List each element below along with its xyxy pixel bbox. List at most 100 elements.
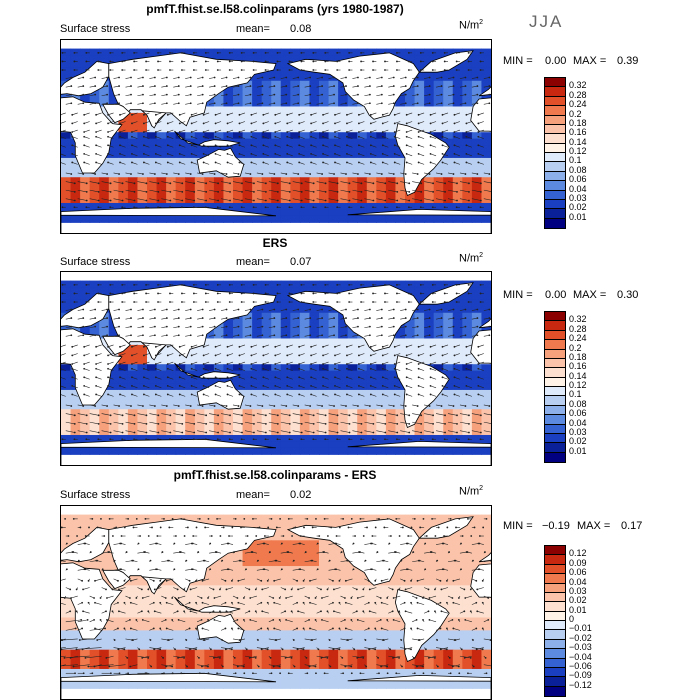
map-canvas: [61, 48, 491, 233]
colorbar-tick-label: −0.02: [569, 632, 592, 643]
colorbar-tick-label: 0.14: [569, 136, 587, 147]
mean-label: mean=: [236, 256, 270, 268]
colorbar-tick-label: 0.03: [569, 585, 587, 596]
panel-title: pmfT.fhist.se.l58.colinparams (yrs 1980-…: [146, 2, 404, 16]
colorbar-ticks: 0.32 0.28 0.24 0.2 0.18 0.16 0.14 0.12 0.1 0.08 0.…: [569, 311, 609, 461]
colorbar-tick-label: −0.01: [569, 623, 592, 634]
colorbar: [544, 545, 566, 697]
max-value: 0.39: [617, 55, 639, 67]
land-mask: [61, 282, 491, 465]
colorbar-ticks: 0.12 0.09 0.06 0.04 0.03 0.02 0.01 0 −0.01 −0.02−…: [569, 545, 609, 695]
colorbar-tick-label: 0.12: [569, 146, 587, 156]
colorbar-segment: [545, 134, 565, 144]
colorbar-segment: [545, 424, 565, 434]
units-label: N/m2: [459, 252, 484, 265]
colorbar-tick-label: 0.04: [569, 576, 587, 587]
mean-value: 0.07: [290, 256, 312, 268]
colorbar-segment: [545, 658, 565, 668]
stress-vectors: [61, 51, 491, 209]
colorbar-segment: [545, 106, 565, 116]
global-map: [60, 39, 492, 234]
colorbar-segment: [545, 190, 565, 200]
colorbar: [544, 77, 566, 229]
colorbar-segment: [545, 143, 565, 153]
colorbar-segment: [545, 96, 565, 107]
colorbar-segment: [545, 162, 565, 172]
colorbar-segment: [545, 209, 565, 219]
colorbar-tick-label: −0.06: [569, 660, 592, 671]
colorbar-tick-label: 0.14: [569, 370, 587, 381]
mean-label: mean=: [236, 23, 270, 35]
colorbar-tick-label: 0.32: [569, 80, 587, 91]
colorbar-tick-label: 0.16: [569, 361, 587, 372]
colorbar-segment: [545, 611, 565, 621]
colorbar-segment: [545, 639, 565, 650]
colorbar-segment: [545, 199, 565, 210]
panel-title: pmfT.fhist.se.l58.colinparams - ERS: [173, 468, 377, 482]
colorbar-segment: [545, 574, 565, 584]
colorbar-segment: [545, 621, 565, 631]
colorbar-tick-label: 0.2: [569, 342, 582, 353]
max-label: MAX =: [573, 289, 607, 301]
colorbar-segment: [545, 630, 565, 640]
colorbar-tick-label: 0.01: [569, 445, 587, 456]
colorbar-segment: [545, 321, 565, 331]
min-label: MIN =: [503, 55, 533, 67]
colorbar-segment: [545, 396, 565, 406]
field-label: Surface stress: [60, 489, 131, 501]
colorbar-segment: [545, 415, 565, 425]
colorbar-segment: [545, 218, 565, 228]
colorbar-segment: [545, 555, 565, 565]
colorbar-segment: [545, 649, 565, 659]
colorbar-tick-label: 0.12: [569, 548, 587, 559]
colorbar-segment: [545, 115, 565, 125]
colorbar-segment: [545, 677, 565, 687]
colorbar-segment: [545, 340, 565, 350]
colorbar-tick-label: 0.04: [569, 183, 587, 194]
map-canvas: [61, 280, 491, 465]
min-label: MIN =: [503, 520, 533, 532]
colorbar-segment: [545, 181, 565, 191]
colorbar-tick-label: 0.16: [569, 127, 587, 138]
colorbar-tick-label: 0.03: [569, 192, 587, 203]
colorbar-segment: [545, 171, 565, 182]
max-label: MAX =: [577, 520, 611, 532]
colorbar-tick-label: 0.24: [569, 99, 587, 110]
colorbar-segment: [545, 387, 565, 397]
colorbar-tick-label: 0.02: [569, 595, 587, 606]
mean-value: 0.02: [290, 489, 312, 501]
colorbar-tick-label: −0.03: [569, 642, 592, 653]
colorbar-segment: [545, 592, 565, 603]
colorbar-tick-label: 0.28: [569, 89, 587, 100]
colorbar-tick-label: 0.2: [569, 108, 582, 119]
colorbar-tick-label: 0: [569, 614, 575, 624]
colorbar-segment: [545, 405, 565, 416]
colorbar-tick-label: 0.06: [569, 174, 587, 185]
max-value: 0.17: [621, 520, 643, 532]
colorbar-segment: [545, 124, 565, 135]
field-label: Surface stress: [60, 256, 131, 268]
colorbar-tick-label: 0.18: [569, 117, 587, 128]
colorbar-segment: [545, 564, 565, 575]
stress-vectors: [61, 517, 491, 675]
colorbar-tick-label: 0.01: [569, 211, 587, 222]
colorbar-segment: [545, 153, 565, 163]
colorbar-segment: [545, 349, 565, 359]
colorbar-ticks: 0.32 0.28 0.24 0.2 0.18 0.16 0.14 0.12 0.1 0.08 0.…: [569, 77, 609, 227]
colorbar-segment: [545, 452, 565, 462]
colorbar-segment: [545, 330, 565, 341]
colorbar-tick-label: −0.09: [569, 670, 592, 681]
min-label: MIN =: [503, 289, 533, 301]
colorbar-tick-label: 0.01: [569, 604, 587, 615]
colorbar-tick-label: 0.08: [569, 164, 587, 175]
colorbar-tick-label: 0.24: [569, 333, 587, 344]
mean-label: mean=: [236, 489, 270, 501]
colorbar-segment: [545, 358, 565, 369]
stress-vectors: [61, 283, 491, 441]
colorbar-segment: [545, 312, 565, 322]
colorbar-tick-label: 0.09: [569, 557, 587, 568]
colorbar-tick-label: −0.04: [569, 651, 592, 662]
colorbar-tick-label: 0.06: [569, 567, 587, 578]
colorbar-segment: [545, 667, 565, 678]
units-label: N/m2: [459, 19, 484, 32]
